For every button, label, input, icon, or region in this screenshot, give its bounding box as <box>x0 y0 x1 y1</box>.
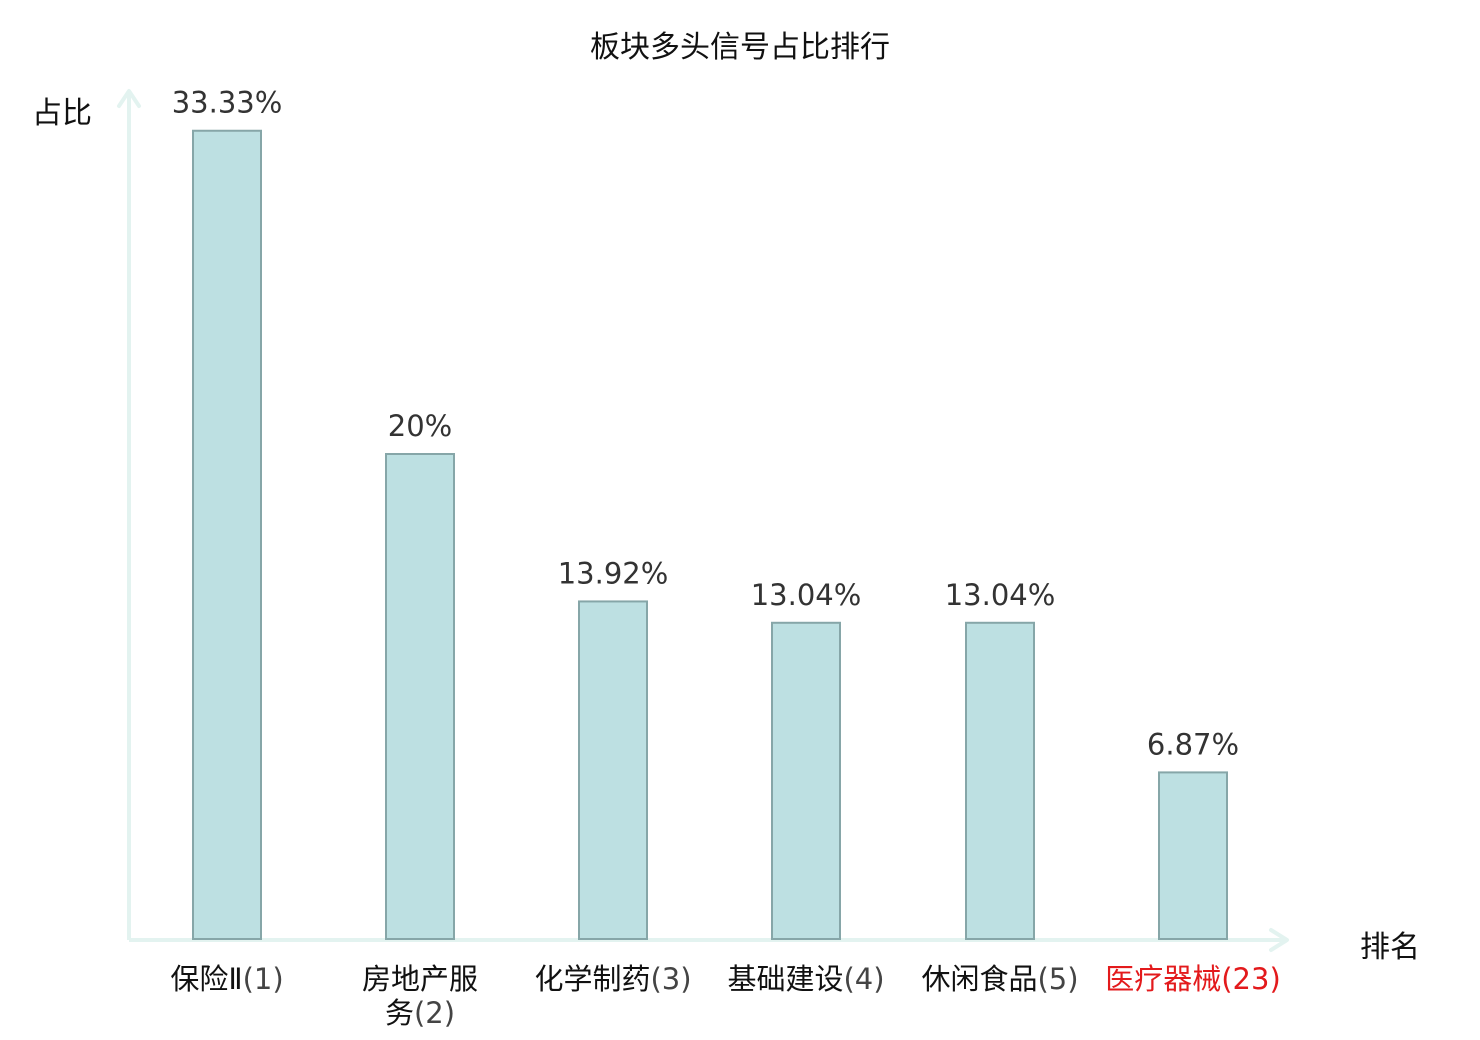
category-rank: (5) <box>1037 962 1079 996</box>
category-name: 医疗器械 <box>1105 962 1222 996</box>
category-name: 保险Ⅱ <box>170 962 243 996</box>
category-label-4: 基础建设(4) <box>711 962 901 996</box>
category-name: 基础建设 <box>727 962 844 996</box>
category-label-6: 医疗器械(23) <box>1098 962 1288 996</box>
value-label-2: 20% <box>388 409 452 443</box>
bar-5 <box>965 621 1035 941</box>
value-label-6: 6.87% <box>1147 727 1239 761</box>
bars-group <box>192 129 1228 941</box>
value-label-5: 13.04% <box>945 578 1056 612</box>
category-rank: (23) <box>1221 962 1281 996</box>
category-rank: (3) <box>650 962 692 996</box>
category-label-2: 房地产服务(2) <box>350 962 490 1030</box>
bar-6 <box>1158 771 1228 941</box>
value-label-4: 13.04% <box>751 578 862 612</box>
y-axis-label: 占比 <box>32 96 92 131</box>
category-rank: (1) <box>242 962 284 996</box>
x-axis-label: 排名 <box>1360 930 1420 965</box>
bar-3 <box>578 600 648 940</box>
category-label-1: 保险Ⅱ(1) <box>132 962 322 996</box>
axes <box>117 89 1289 952</box>
category-name: 化学制药 <box>534 962 651 996</box>
y-axis-arrow-icon <box>117 89 141 108</box>
value-labels-group: 33.33% 20% 13.92% 13.04% 13.04% 6.87% <box>172 86 1239 762</box>
category-name: 休闲食品 <box>921 962 1038 996</box>
category-label-5: 休闲食品(5) <box>905 962 1095 996</box>
bar-4 <box>771 621 841 941</box>
category-label-3: 化学制药(3) <box>518 962 708 996</box>
bar-1 <box>192 129 262 940</box>
value-label-3: 13.92% <box>558 556 669 590</box>
x-axis-arrow-icon <box>1269 928 1289 952</box>
value-label-1: 33.33% <box>172 86 283 120</box>
category-name: 房地产服务 <box>361 962 478 1030</box>
category-rank: (4) <box>843 962 885 996</box>
category-rank: (2) <box>413 996 456 1030</box>
bar-2 <box>385 453 455 940</box>
chart-title: 板块多头信号占比排行 <box>590 30 890 65</box>
